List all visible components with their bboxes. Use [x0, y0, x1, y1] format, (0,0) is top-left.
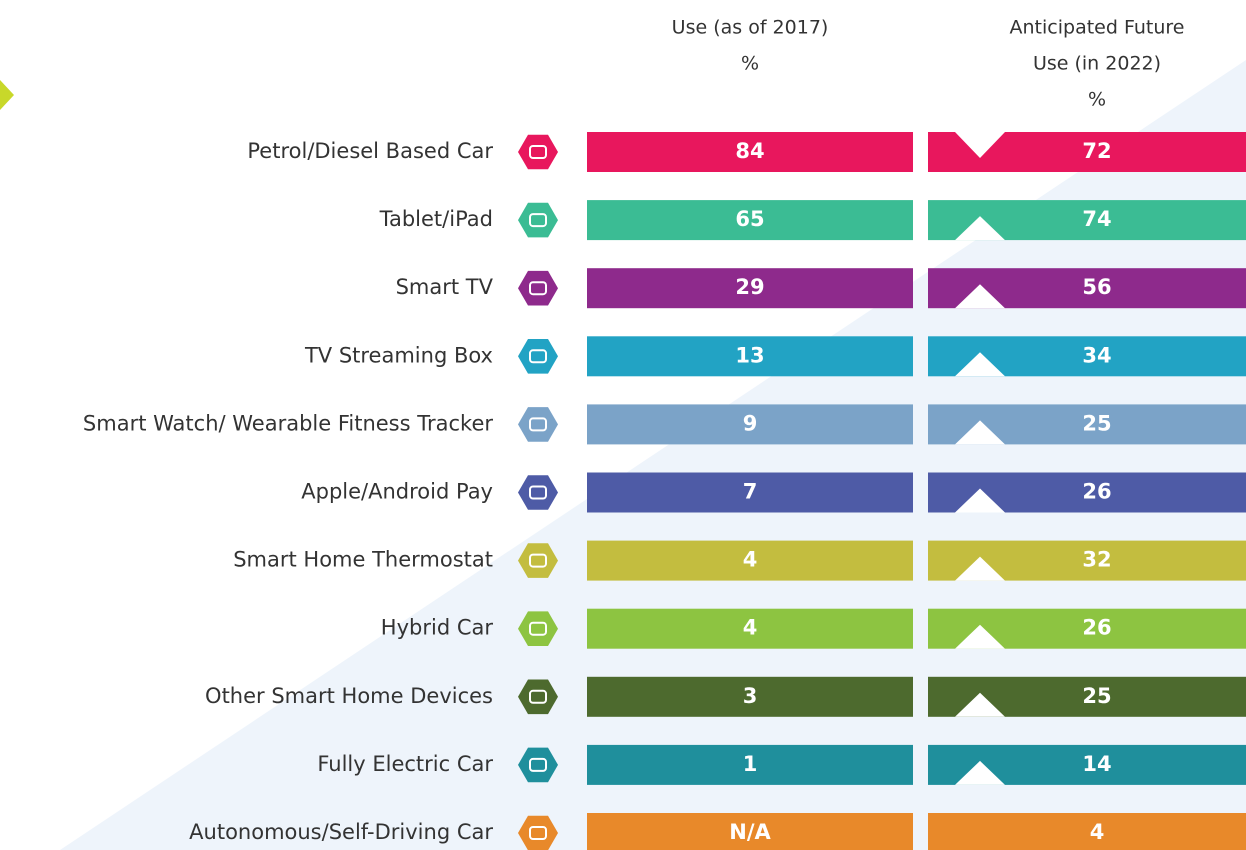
current-value: 7 [743, 480, 758, 504]
row-icon-glyph [529, 485, 547, 500]
current-value: 29 [735, 275, 764, 299]
row-icon-glyph [529, 417, 547, 432]
trend-arrow [955, 624, 1005, 649]
row-icon [518, 270, 558, 306]
trend-arrow [955, 760, 1005, 785]
column-header: Use (in 2022) [1033, 53, 1161, 75]
row-label: Apple/Android Pay [301, 480, 493, 504]
row-label: Smart Watch/ Wearable Fitness Tracker [83, 411, 493, 435]
row-icon [518, 747, 558, 783]
column-header: Use (as of 2017) [672, 17, 829, 39]
current-value: 13 [735, 343, 764, 367]
current-bar [587, 676, 913, 717]
future-value: 56 [1082, 275, 1111, 299]
current-bar [587, 472, 913, 513]
current-bar [587, 268, 913, 309]
column-header: Anticipated Future [1010, 17, 1185, 39]
corner-marker [0, 80, 14, 110]
current-bar [587, 336, 913, 377]
future-value: 32 [1082, 548, 1111, 572]
row-icon [518, 407, 558, 442]
trend-arrow [955, 488, 1005, 513]
row-icon [518, 543, 558, 578]
current-value: 4 [743, 616, 758, 640]
row-icon-glyph [529, 553, 547, 568]
current-bar [587, 608, 913, 649]
row-label: Other Smart Home Devices [205, 684, 493, 708]
column-header: % [741, 53, 759, 75]
column-header: % [1088, 89, 1106, 111]
row-label: Petrol/Diesel Based Car [247, 139, 493, 163]
row-icon [518, 679, 558, 715]
row-icon-glyph [529, 213, 547, 228]
row-icon-glyph [529, 757, 547, 772]
current-bar [587, 813, 913, 850]
future-value: 34 [1082, 343, 1111, 367]
row-label: TV Streaming Box [304, 343, 493, 367]
row-icon-glyph [529, 145, 547, 159]
current-value: 84 [735, 139, 764, 163]
trend-arrow [955, 284, 1005, 309]
row-icon-glyph [529, 349, 547, 364]
current-bar [587, 744, 913, 785]
rows: Petrol/Diesel Based Car 84 72 Tablet/iPad 65… [83, 132, 1246, 850]
current-bar [587, 200, 913, 241]
trend-arrow [955, 692, 1005, 717]
future-value: 74 [1082, 207, 1111, 231]
current-value: 3 [743, 684, 758, 708]
current-bar [587, 132, 913, 172]
future-value: 14 [1082, 752, 1111, 776]
current-value: 9 [743, 411, 758, 435]
trend-arrow [955, 352, 1005, 377]
future-value: 25 [1082, 411, 1111, 435]
row-label: Fully Electric Car [317, 752, 493, 776]
future-value: 26 [1082, 616, 1111, 640]
current-value: 4 [743, 548, 758, 572]
row-icon [518, 475, 558, 510]
current-bar [587, 404, 913, 445]
current-value: 65 [735, 207, 764, 231]
future-value: 4 [1090, 820, 1105, 844]
future-bar [928, 813, 1246, 850]
trend-arrow [955, 420, 1005, 445]
row-icon [518, 202, 558, 238]
background-stripe [60, 60, 1246, 850]
row-icon [518, 611, 558, 646]
row-icon [518, 339, 558, 374]
row-label: Smart Home Thermostat [233, 548, 493, 572]
future-value: 25 [1082, 684, 1111, 708]
current-value: N/A [729, 820, 771, 844]
row-icon [518, 134, 558, 170]
row-label: Hybrid Car [381, 616, 494, 640]
row-label: Tablet/iPad [379, 207, 493, 231]
row-icon-glyph [529, 689, 547, 704]
trend-arrow [955, 216, 1005, 241]
current-bar [587, 540, 913, 581]
trend-arrow [955, 556, 1005, 581]
current-value: 1 [743, 752, 758, 776]
row-label: Autonomous/Self-Driving Car [189, 820, 493, 844]
future-value: 26 [1082, 480, 1111, 504]
row-icon-glyph [529, 826, 547, 840]
trend-arrow [955, 132, 1005, 158]
row-label: Smart TV [396, 275, 494, 299]
row-icon [518, 815, 558, 850]
row-icon-glyph [529, 621, 547, 636]
row-icon-glyph [529, 281, 547, 296]
future-value: 72 [1082, 139, 1111, 163]
